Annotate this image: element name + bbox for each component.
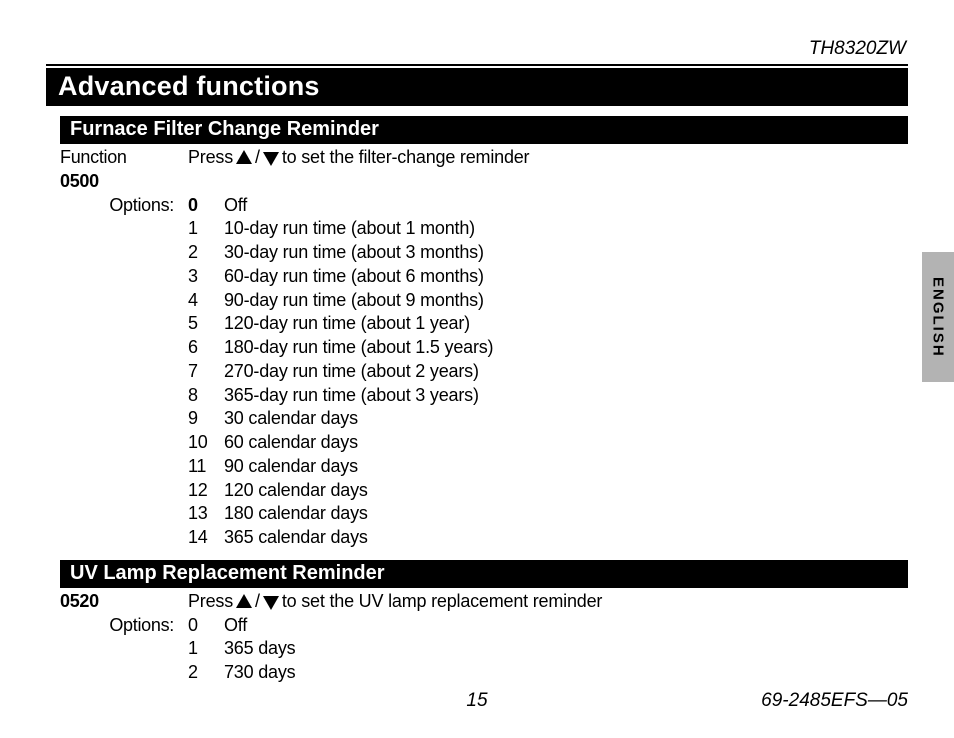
option-item: 1365 days xyxy=(188,637,908,661)
language-tab: ENGLISH xyxy=(922,252,954,382)
section-heading: UV Lamp Replacement Reminder xyxy=(60,560,908,588)
option-text: 180-day run time (about 1.5 years) xyxy=(224,336,493,360)
option-text: 90 calendar days xyxy=(224,455,358,479)
document-code: 69-2485EFS—05 xyxy=(761,690,908,712)
option-text: 270-day run time (about 2 years) xyxy=(224,360,479,384)
footer: 15 69-2485EFS—05 xyxy=(46,690,908,712)
triangle-down-icon xyxy=(263,152,279,166)
instruction-text: Press / to set the UV lamp replacement r… xyxy=(188,590,602,614)
option-number: 5 xyxy=(188,312,224,336)
option-number: 10 xyxy=(188,431,224,455)
option-number: 9 xyxy=(188,407,224,431)
option-item: 8365-day run time (about 3 years) xyxy=(188,384,908,408)
option-text: 60 calendar days xyxy=(224,431,358,455)
option-text: Off xyxy=(224,194,247,218)
option-item: 6180-day run time (about 1.5 years) xyxy=(188,336,908,360)
option-item: 5120-day run time (about 1 year) xyxy=(188,312,908,336)
option-item: 2730 days xyxy=(188,661,908,685)
options-list: 0Off110-day run time (about 1 month)230-… xyxy=(188,194,908,550)
option-text: 180 calendar days xyxy=(224,502,368,526)
option-text: 30 calendar days xyxy=(224,407,358,431)
option-text: 90-day run time (about 9 months) xyxy=(224,289,484,313)
options-list: 0Off1365 days2730 days xyxy=(188,614,908,685)
option-item: 13180 calendar days xyxy=(188,502,908,526)
option-number: 0 xyxy=(188,614,224,638)
function-code: 0500 xyxy=(60,170,188,194)
option-text: 60-day run time (about 6 months) xyxy=(224,265,484,289)
option-number: 11 xyxy=(188,455,224,479)
option-number: 8 xyxy=(188,384,224,408)
function-label: Function xyxy=(60,146,188,170)
instruction-text: Press / to set the filter-change reminde… xyxy=(188,146,529,170)
option-item: 930 calendar days xyxy=(188,407,908,431)
option-number: 12 xyxy=(188,479,224,503)
option-item: 0Off xyxy=(188,194,908,218)
option-text: 30-day run time (about 3 months) xyxy=(224,241,484,265)
option-text: 365 calendar days xyxy=(224,526,368,550)
option-number: 6 xyxy=(188,336,224,360)
section-heading: Furnace Filter Change Reminder xyxy=(60,116,908,144)
option-number: 2 xyxy=(188,661,224,685)
option-text: 10-day run time (about 1 month) xyxy=(224,217,475,241)
option-text: 120 calendar days xyxy=(224,479,368,503)
model-number: TH8320ZW xyxy=(46,38,908,60)
option-number: 1 xyxy=(188,637,224,661)
triangle-up-icon xyxy=(236,594,252,608)
page-number: 15 xyxy=(466,690,487,712)
option-number: 4 xyxy=(188,289,224,313)
function-code: 0520 xyxy=(60,590,188,614)
option-item: 1190 calendar days xyxy=(188,455,908,479)
options-label: Options: xyxy=(60,614,188,638)
option-item: 1060 calendar days xyxy=(188,431,908,455)
function-block: 0520Press / to set the UV lamp replaceme… xyxy=(60,588,908,685)
option-item: 14365 calendar days xyxy=(188,526,908,550)
option-number: 0 xyxy=(188,194,224,218)
options-label: Options: xyxy=(60,194,188,218)
function-block: Function0500Press / to set the filter-ch… xyxy=(60,144,908,550)
option-number: 3 xyxy=(188,265,224,289)
triangle-down-icon xyxy=(263,596,279,610)
option-item: 360-day run time (about 6 months) xyxy=(188,265,908,289)
option-item: 230-day run time (about 3 months) xyxy=(188,241,908,265)
option-item: 12120 calendar days xyxy=(188,479,908,503)
option-text: 365-day run time (about 3 years) xyxy=(224,384,479,408)
option-item: 110-day run time (about 1 month) xyxy=(188,217,908,241)
option-number: 14 xyxy=(188,526,224,550)
option-item: 7270-day run time (about 2 years) xyxy=(188,360,908,384)
option-number: 13 xyxy=(188,502,224,526)
option-text: 730 days xyxy=(224,661,295,685)
triangle-up-icon xyxy=(236,150,252,164)
option-number: 2 xyxy=(188,241,224,265)
option-number: 7 xyxy=(188,360,224,384)
option-text: 365 days xyxy=(224,637,295,661)
page-title: Advanced functions xyxy=(46,68,908,106)
option-text: 120-day run time (about 1 year) xyxy=(224,312,470,336)
header-rule xyxy=(46,64,908,66)
option-item: 490-day run time (about 9 months) xyxy=(188,289,908,313)
language-tab-label: ENGLISH xyxy=(930,277,947,358)
option-item: 0Off xyxy=(188,614,908,638)
option-number: 1 xyxy=(188,217,224,241)
option-text: Off xyxy=(224,614,247,638)
